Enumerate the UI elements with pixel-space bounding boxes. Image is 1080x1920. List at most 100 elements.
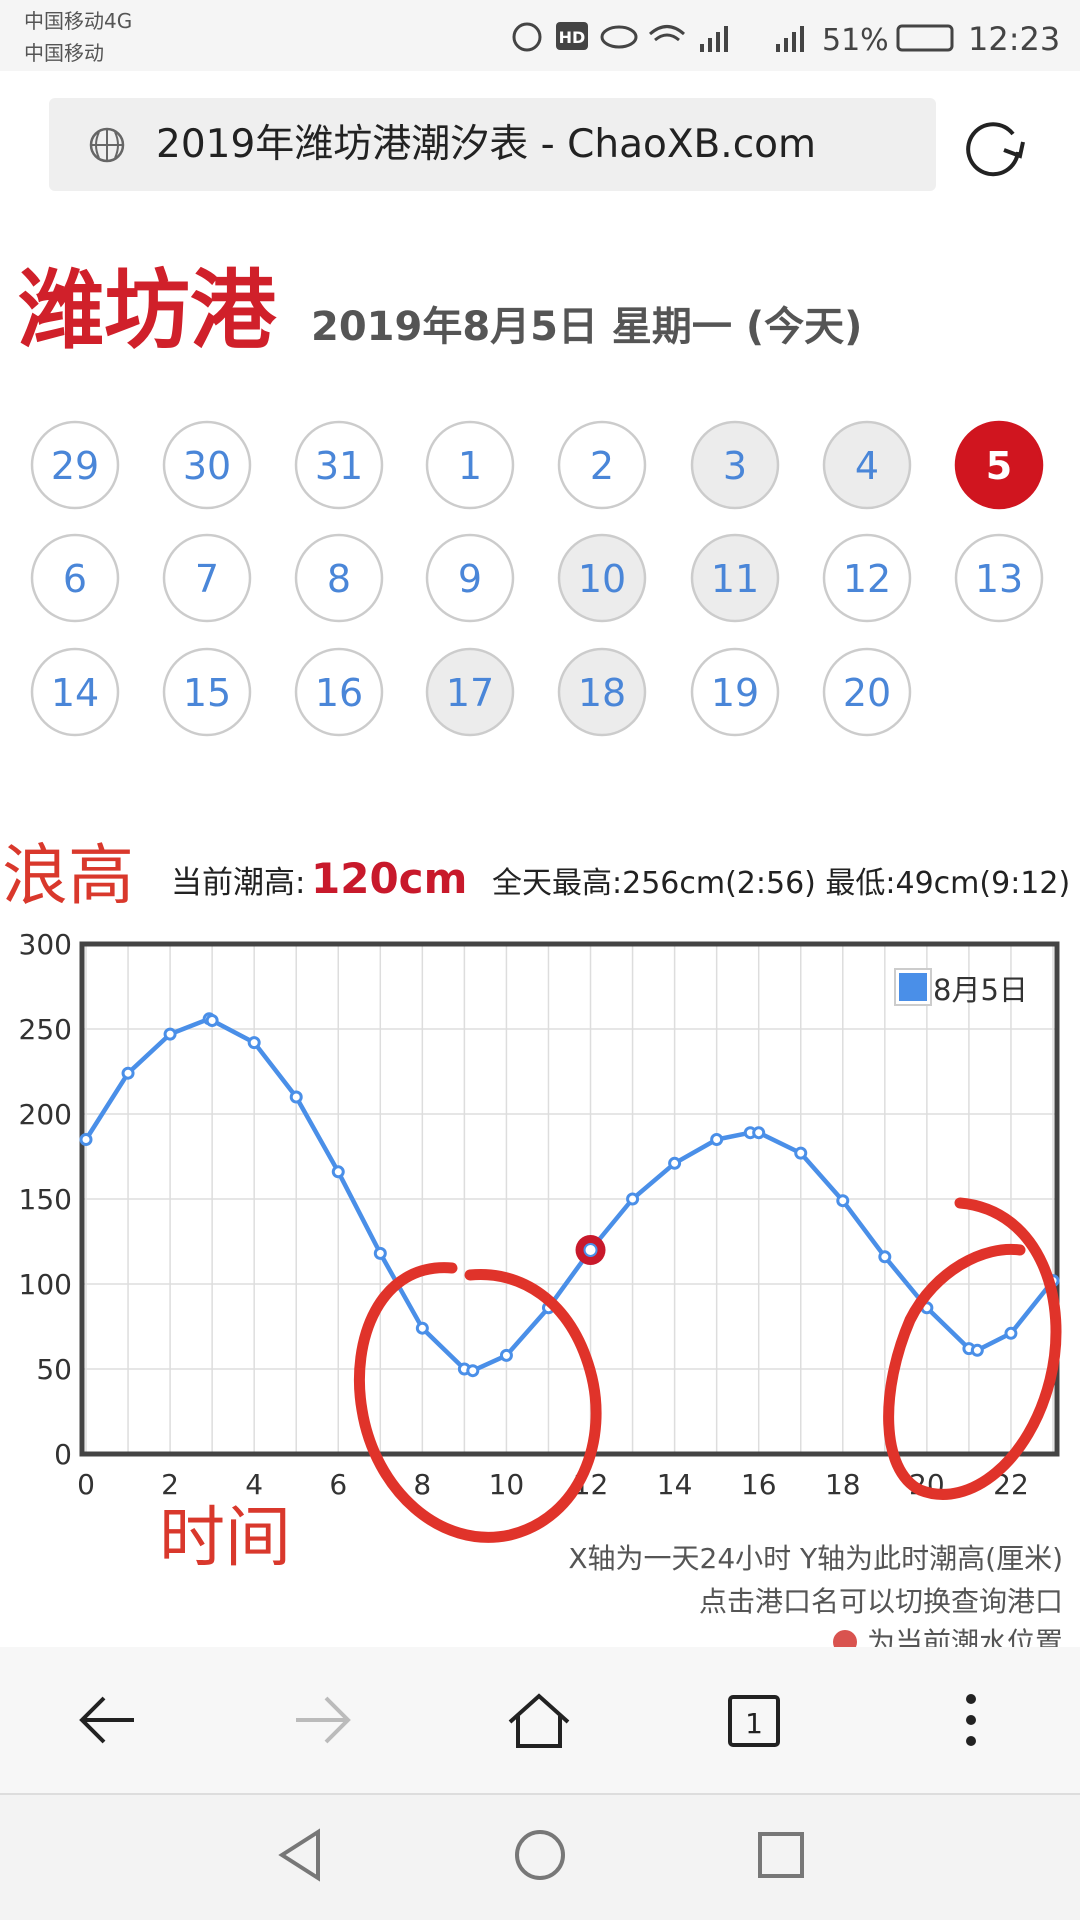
- day-button[interactable]: [162, 647, 252, 737]
- reload-icon[interactable]: [966, 122, 1020, 177]
- day-label: 7: [195, 557, 219, 601]
- tide-point: [415, 1321, 429, 1335]
- tide-point: [970, 1343, 984, 1357]
- x-tick-label: 10: [489, 1468, 525, 1501]
- day-label: 10: [578, 557, 626, 601]
- day-button[interactable]: [557, 533, 647, 623]
- back-button[interactable]: [79, 1696, 134, 1744]
- y-tick-label: 0: [54, 1438, 72, 1471]
- day-button[interactable]: [425, 647, 515, 737]
- date: 2019年8月5日 星期一 (今天): [311, 304, 862, 350]
- battery-percent: 51%: [822, 23, 889, 58]
- day-label: 14: [51, 671, 99, 715]
- tide-point: [836, 1194, 850, 1208]
- x-tick-label: 6: [329, 1468, 347, 1501]
- legend-label: 8月5日: [933, 973, 1028, 1007]
- day-label: 29: [51, 444, 99, 488]
- alarm-icon: [512, 22, 542, 52]
- reload-arrow: [1003, 141, 1025, 159]
- tide-point: [163, 1027, 177, 1041]
- port-name[interactable]: 潍坊港: [18, 261, 277, 361]
- handwritten-label: 时间: [159, 1499, 291, 1576]
- day-label: 9: [458, 557, 482, 601]
- globe-lines: [91, 129, 123, 161]
- day-button[interactable]: [162, 533, 252, 623]
- day-label: 20: [843, 671, 891, 715]
- carrier: 中国移动: [24, 41, 104, 65]
- day-button[interactable]: [162, 420, 252, 510]
- tide-point: [205, 1014, 219, 1027]
- tide-point: [1004, 1326, 1018, 1340]
- plot-frame: [79, 941, 1060, 1457]
- forward-button[interactable]: [296, 1696, 351, 1744]
- day-button[interactable]: [954, 420, 1044, 510]
- page-title[interactable]: 2019年潍坊港潮汐表 - ChaoXB.com: [156, 122, 816, 167]
- y-tick-label: 50: [36, 1353, 72, 1386]
- tide-point: [331, 1165, 345, 1179]
- url-bar[interactable]: [49, 98, 936, 191]
- tide-point: [466, 1364, 480, 1378]
- sys-back[interactable]: [278, 1828, 320, 1882]
- y-tick-label: 300: [19, 928, 72, 961]
- tabs-button[interactable]: [728, 1695, 780, 1747]
- day-button[interactable]: [30, 420, 120, 510]
- day-label: 1: [458, 444, 482, 488]
- legend-swatch: [899, 973, 927, 1001]
- day-button[interactable]: [294, 647, 384, 737]
- sys-home[interactable]: [515, 1830, 565, 1880]
- tide-point: [794, 1146, 808, 1160]
- day-button[interactable]: [690, 533, 780, 623]
- day-label: 31: [315, 444, 363, 488]
- x-tick-label: 0: [77, 1468, 95, 1501]
- day-button[interactable]: [425, 533, 515, 623]
- x-tick-label: 2: [161, 1468, 179, 1501]
- day-button[interactable]: [690, 420, 780, 510]
- day-label: 30: [183, 444, 231, 488]
- y-tick-label: 150: [19, 1183, 72, 1216]
- carrier: 中国移动4G: [24, 9, 132, 33]
- day-label: 6: [63, 557, 87, 601]
- day-label: 2: [590, 444, 614, 488]
- handwritten-label: 浪高: [2, 837, 134, 914]
- day-button[interactable]: [557, 420, 647, 510]
- y-tick-label: 250: [19, 1013, 72, 1046]
- day-button[interactable]: [30, 647, 120, 737]
- day-button[interactable]: [425, 420, 515, 510]
- home-button[interactable]: [508, 1693, 570, 1748]
- tide-line: [84, 1016, 1055, 1373]
- hd-icon: [556, 22, 588, 50]
- day-label: 13: [975, 557, 1023, 601]
- tide-point: [499, 1348, 513, 1362]
- clock: 12:23: [968, 20, 1060, 58]
- day-button[interactable]: [822, 647, 912, 737]
- day-button[interactable]: [954, 533, 1044, 623]
- day-label: 19: [711, 671, 759, 715]
- day-label: 15: [183, 671, 231, 715]
- tide-point: [289, 1090, 303, 1104]
- day-label: 4: [855, 444, 879, 488]
- y-tick-label: 100: [19, 1268, 72, 1301]
- day-button[interactable]: [294, 420, 384, 510]
- signal-icon: [700, 26, 804, 52]
- wifi-icon: [649, 25, 685, 42]
- day-button[interactable]: [557, 647, 647, 737]
- day-label: 12: [843, 557, 891, 601]
- menu-button[interactable]: [966, 1694, 976, 1746]
- day-button[interactable]: [690, 647, 780, 737]
- day-button[interactable]: [30, 533, 120, 623]
- day-summary: 全天最高:256cm(2:56) 最低:49cm(9:12): [492, 866, 1070, 901]
- day-button[interactable]: [822, 533, 912, 623]
- browser-nav: [0, 1647, 1080, 1794]
- sys-recent[interactable]: [758, 1832, 804, 1878]
- day-button[interactable]: [294, 533, 384, 623]
- day-label: 18: [578, 671, 626, 715]
- hd-label: HD: [559, 28, 586, 47]
- day-button[interactable]: [822, 420, 912, 510]
- battery-icon: [896, 24, 954, 52]
- day-label: 16: [315, 671, 363, 715]
- eye-icon: [600, 25, 638, 49]
